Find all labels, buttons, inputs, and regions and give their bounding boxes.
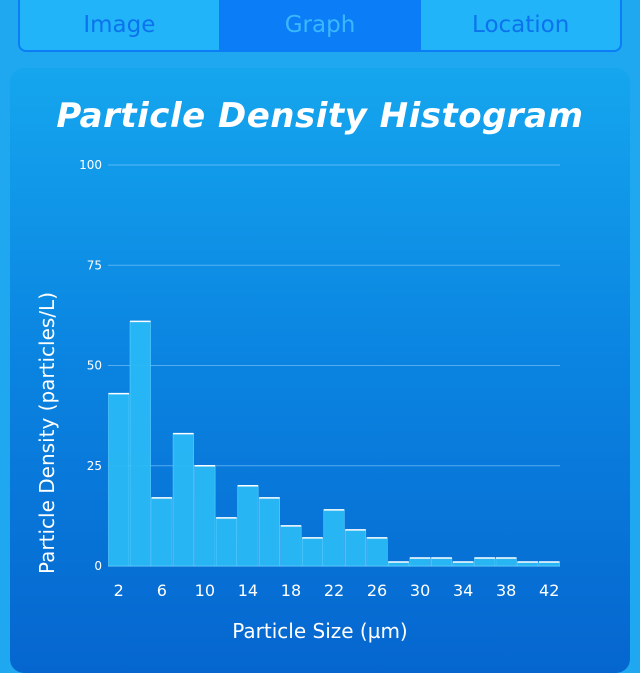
histogram-bar bbox=[194, 465, 216, 567]
histogram-bar bbox=[495, 557, 517, 567]
histogram-bar bbox=[431, 557, 453, 567]
tab-graph[interactable]: Graph bbox=[218, 0, 420, 50]
chart-title: Particle Density Histogram bbox=[56, 96, 584, 136]
x-tick-label: 10 bbox=[195, 581, 215, 600]
view-segmented-control: Image Graph Location bbox=[18, 0, 622, 52]
histogram-bar bbox=[366, 537, 388, 567]
x-tick-label: 38 bbox=[496, 581, 516, 600]
histogram-bar bbox=[280, 525, 302, 567]
histogram-bar bbox=[258, 497, 280, 567]
y-tick-label: 50 bbox=[87, 359, 102, 373]
y-tick-label: 0 bbox=[94, 559, 102, 573]
histogram-bar bbox=[344, 529, 367, 567]
y-tick-label: 100 bbox=[79, 158, 102, 172]
x-tick-label: 42 bbox=[539, 581, 559, 600]
x-tick-label: 2 bbox=[114, 581, 124, 600]
tab-location[interactable]: Location bbox=[419, 0, 620, 50]
histogram-bar bbox=[237, 485, 259, 567]
histogram-bar bbox=[474, 557, 496, 567]
histogram-bar bbox=[151, 497, 173, 567]
histogram-bar bbox=[108, 393, 130, 567]
y-axis-label: Particle Density (particles/L) bbox=[35, 292, 59, 574]
histogram-bar bbox=[301, 537, 324, 567]
x-tick-label: 26 bbox=[367, 581, 387, 600]
y-tick-label: 25 bbox=[87, 459, 102, 473]
x-tick-label: 14 bbox=[238, 581, 258, 600]
x-tick-label: 18 bbox=[281, 581, 301, 600]
histogram-bar bbox=[129, 321, 151, 567]
x-axis-label: Particle Size (µm) bbox=[232, 619, 407, 643]
y-tick-label: 75 bbox=[87, 258, 102, 272]
tab-image[interactable]: Image bbox=[83, 12, 156, 38]
x-tick-label: 34 bbox=[453, 581, 473, 600]
histogram-bar bbox=[323, 509, 345, 567]
histogram-bar bbox=[409, 557, 431, 567]
x-tick-label: 6 bbox=[157, 581, 167, 600]
x-tick-label: 22 bbox=[324, 581, 344, 600]
x-tick-label: 30 bbox=[410, 581, 430, 600]
histogram-bar bbox=[215, 517, 237, 567]
histogram-bar bbox=[172, 433, 194, 567]
